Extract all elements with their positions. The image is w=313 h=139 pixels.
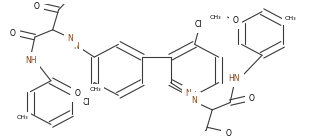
Text: O: O — [74, 89, 80, 98]
Text: Cl: Cl — [195, 20, 203, 29]
Text: O: O — [225, 129, 231, 138]
Text: Cl: Cl — [83, 98, 90, 107]
Text: CH₃: CH₃ — [17, 115, 28, 120]
Text: HN: HN — [228, 75, 240, 83]
Text: O: O — [233, 16, 239, 25]
Text: CH₃: CH₃ — [285, 16, 296, 21]
Text: O: O — [34, 2, 40, 11]
Text: N: N — [186, 89, 191, 98]
Text: N: N — [192, 96, 197, 105]
Text: O: O — [249, 95, 255, 103]
Text: NH: NH — [25, 56, 37, 65]
Text: O: O — [10, 29, 16, 38]
Text: CH₃: CH₃ — [210, 15, 222, 20]
Text: N: N — [68, 34, 73, 43]
Text: CH₃: CH₃ — [90, 87, 101, 92]
Text: N: N — [74, 42, 79, 51]
